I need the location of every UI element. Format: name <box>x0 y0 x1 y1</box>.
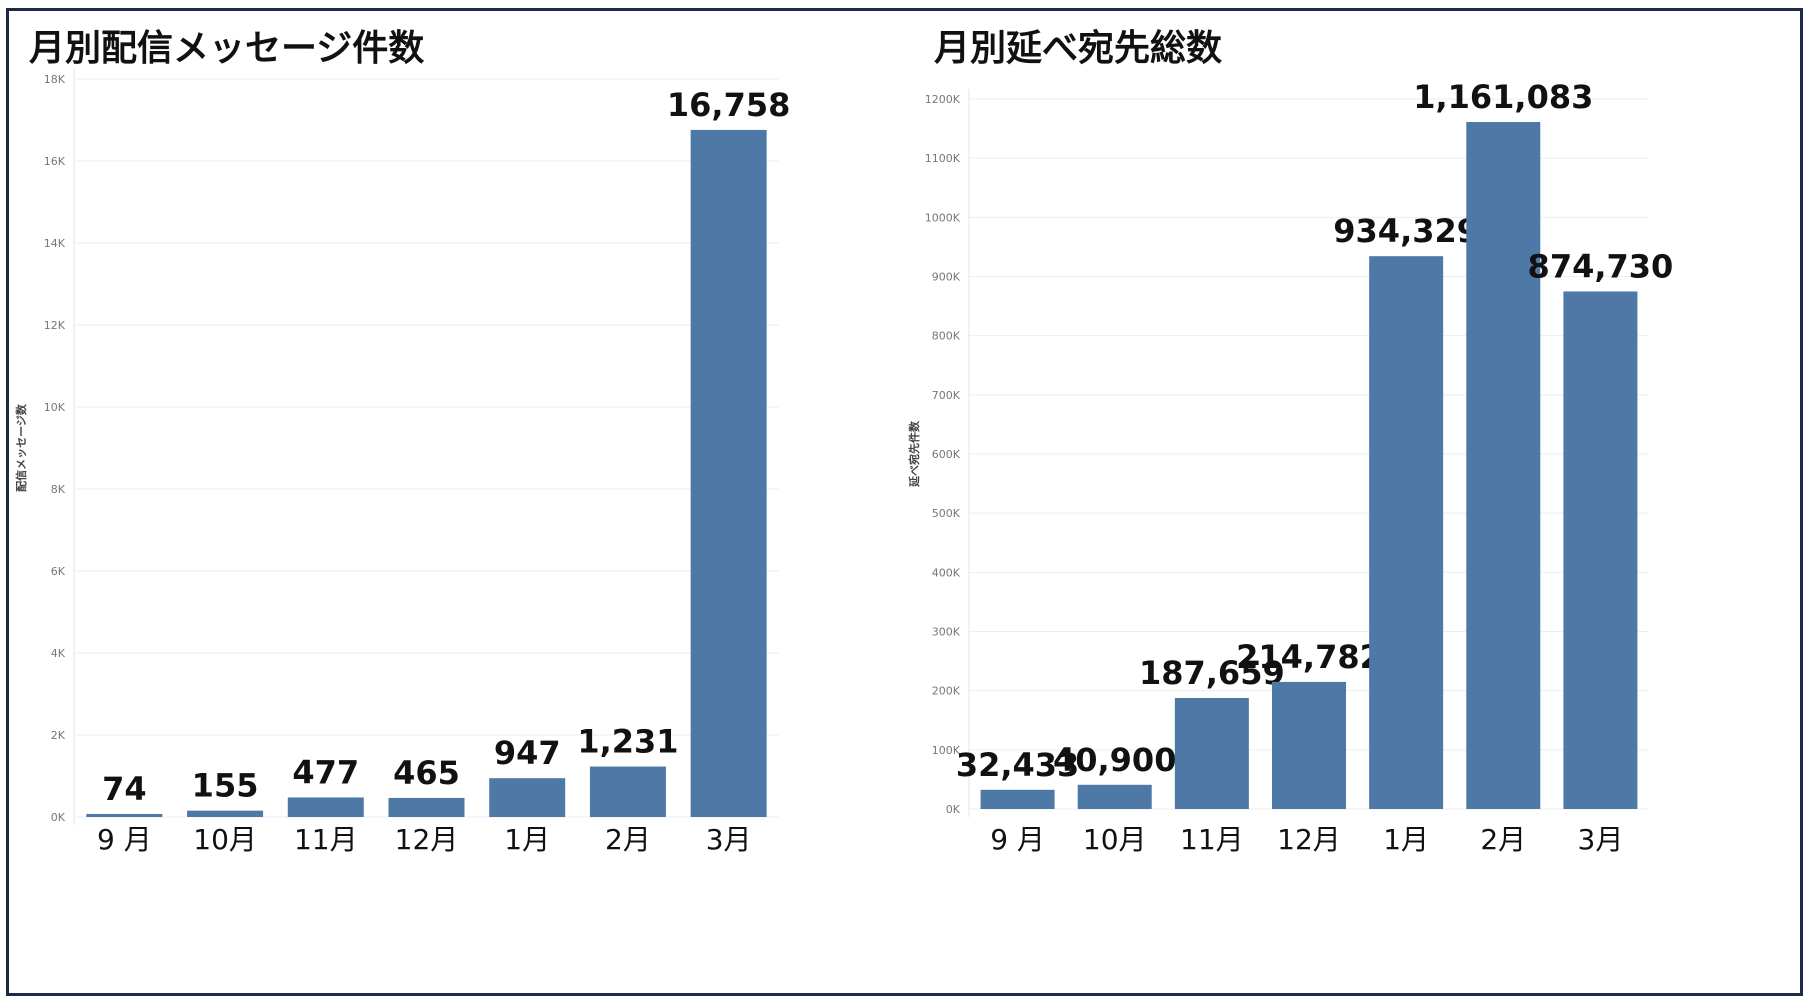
y-tick-label: 1000K <box>925 211 961 224</box>
x-category-label: 12月 <box>1277 823 1341 856</box>
chart-title: 月別配信メッセージ件数 <box>29 28 425 69</box>
y-tick-label: 2K <box>51 729 66 742</box>
y-tick-label: 200K <box>932 685 961 698</box>
bar-value-label: 465 <box>393 754 460 792</box>
bar <box>980 789 1055 809</box>
bar-value-label: 1,231 <box>577 723 678 761</box>
x-category-label: 9 月 <box>990 823 1045 856</box>
y-tick-label: 0K <box>51 811 66 824</box>
bar-value-label: 74 <box>102 770 147 808</box>
x-category-label: 1月 <box>504 823 550 856</box>
y-tick-label: 14K <box>44 237 66 250</box>
bar-value-label: 477 <box>292 753 359 791</box>
x-category-label: 2月 <box>1480 823 1526 856</box>
y-tick-label: 10K <box>44 401 66 414</box>
bar-value-label: 187,659 <box>1139 654 1285 692</box>
bar <box>1174 697 1249 809</box>
bar-value-label: 32,433 <box>956 746 1079 784</box>
y-tick-label: 4K <box>51 647 66 660</box>
y-tick-label: 600K <box>932 448 961 461</box>
x-category-label: 10月 <box>193 823 257 856</box>
y-tick-label: 500K <box>932 507 961 520</box>
bar <box>690 129 767 817</box>
bar <box>1563 291 1638 809</box>
y-tick-label: 800K <box>932 330 961 343</box>
y-tick-label: 6K <box>51 565 66 578</box>
bar-value-label: 214,782 <box>1236 638 1382 676</box>
bar <box>1077 784 1152 809</box>
y-tick-label: 100K <box>932 744 961 757</box>
x-category-label: 2月 <box>605 823 651 856</box>
x-category-label: 11月 <box>1180 823 1244 856</box>
y-tick-label: 0K <box>946 803 961 816</box>
y-tick-label: 400K <box>932 566 961 579</box>
bar-value-label: 155 <box>192 767 259 805</box>
y-axis-title: 延べ宛先件数 <box>907 420 921 488</box>
bar-value-label: 874,730 <box>1528 247 1674 285</box>
bar <box>388 797 465 817</box>
bar-value-label: 947 <box>494 734 561 772</box>
bar <box>86 813 163 817</box>
y-tick-label: 1100K <box>925 152 961 165</box>
bar-value-label: 16,758 <box>667 86 790 124</box>
x-category-label: 3月 <box>706 823 752 856</box>
x-category-label: 1月 <box>1383 823 1429 856</box>
bar <box>489 778 566 817</box>
y-axis-title: 配信メッセージ数 <box>14 403 28 492</box>
recipients-bar-chart: 0K 100K 200K 300K 400K 500K 600K 700K 800K 900K 10… <box>907 78 1674 856</box>
y-tick-label: 900K <box>932 271 961 284</box>
y-tick-label: 18K <box>44 73 66 86</box>
x-category-label: 10月 <box>1083 823 1147 856</box>
y-tick-label: 300K <box>932 626 961 639</box>
bar-value-label: 40,900 <box>1053 741 1176 779</box>
y-tick-label: 16K <box>44 155 66 168</box>
y-tick-label: 700K <box>932 389 961 402</box>
bar <box>1272 681 1346 809</box>
x-category-label: 3月 <box>1578 823 1624 856</box>
y-tick-label: 8K <box>51 483 66 496</box>
bar <box>187 810 264 817</box>
y-tick-label: 1200K <box>925 93 961 106</box>
messages-bar-chart: 0K 2K 4K 6K 8K 10K 12K 14K 16K 18K 配信メッセージ数 74 9 月 15… <box>14 69 790 856</box>
x-category-label: 11月 <box>294 823 358 856</box>
bar-value-label: 1,161,083 <box>1413 78 1593 116</box>
bar-value-label: 934,329 <box>1333 212 1479 250</box>
bar <box>589 766 666 817</box>
x-category-label: 12月 <box>395 823 459 856</box>
recipients-chart-panel: 月別延べ宛先総数 0K 100K 200K 300K 400K 500K 600K 700K 8… <box>904 11 1800 993</box>
messages-chart-panel: 月別配信メッセージ件数 0K 2K 4K 6K 8K 10K 12K 14K 16K 18K 配信メ… <box>9 11 904 993</box>
bar <box>287 797 364 817</box>
x-category-label: 9 月 <box>97 823 152 856</box>
bar <box>1369 256 1444 809</box>
chart-frame: 月別配信メッセージ件数 0K 2K 4K 6K 8K 10K 12K 14K 16K 18K 配信メ… <box>6 8 1803 996</box>
chart-title: 月別延べ宛先総数 <box>934 28 1223 69</box>
y-tick-label: 12K <box>44 319 66 332</box>
bar <box>1466 122 1541 810</box>
